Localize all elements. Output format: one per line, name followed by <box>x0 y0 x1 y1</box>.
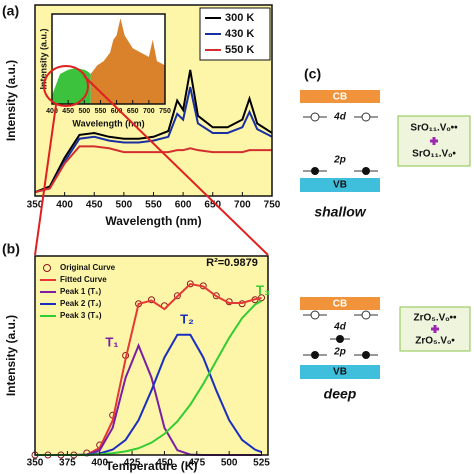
area <box>90 18 165 105</box>
line <box>34 145 272 194</box>
x-tick-label: 475 <box>188 458 205 469</box>
x-tick-label: 700 <box>234 200 251 211</box>
orbital-label: 2p <box>333 347 346 358</box>
orbital-label: 4d <box>333 112 347 123</box>
defect-label: ZrO₅.Vₒ•• <box>414 313 457 324</box>
chart: 350 375 400 425 450 475 500 525 Temperature (K) I… <box>2 241 270 473</box>
x-tick-label: 525 <box>253 458 270 469</box>
zoom-line <box>34 104 57 256</box>
vb-band <box>300 178 380 192</box>
legend-label: Fitted Curve <box>60 275 107 284</box>
y-axis-label: Intensity (a.u.) <box>38 28 48 89</box>
x-tick-label: 500 <box>116 200 133 211</box>
x-axis-label: Wavelength (nm) <box>72 118 144 128</box>
electron <box>336 335 344 343</box>
x-tick-label: 600 <box>175 200 192 211</box>
x-tick-label: 400 <box>46 108 58 115</box>
electron <box>362 167 370 175</box>
orbital-label: 4d <box>333 322 347 333</box>
x-tick-label: 550 <box>145 200 162 211</box>
hole <box>361 112 371 122</box>
plot-frame <box>51 13 166 105</box>
legend-label: Original Curve <box>60 263 116 272</box>
data-point <box>212 292 220 300</box>
chart: 400 450 500 550 600 650 700 750 Wavelength (nm) I… <box>38 13 171 128</box>
depth-label: shallow <box>314 204 366 220</box>
cb-band <box>300 90 380 103</box>
legend-label: Peak 3 (T₃) <box>60 311 102 320</box>
electron <box>311 351 319 359</box>
x-tick-label: 425 <box>124 458 141 469</box>
depth-label: deep <box>324 386 357 402</box>
defect-label: SrO₁₁.Vₒ•• <box>410 123 458 134</box>
x-tick-label: 400 <box>91 458 108 469</box>
hole <box>361 310 371 320</box>
zoom-marker <box>34 65 269 256</box>
cb-band <box>300 297 380 310</box>
vb-band <box>300 365 380 379</box>
panel-label: (b) <box>2 241 20 257</box>
charts: 350 400 450 500 550 600 650 700 750 Wavelength (n… <box>2 3 281 473</box>
plot-frame <box>34 255 269 456</box>
legend-label: 550 K <box>225 44 254 56</box>
y-axis-label: Intensity (a.u.) <box>4 60 18 141</box>
x-tick-label: 500 <box>221 458 238 469</box>
x-tick-label: 500 <box>78 108 90 115</box>
x-tick-label: 350 <box>27 458 44 469</box>
x-axis-label: Temperature (K) <box>106 459 198 473</box>
band-diagram: (c) CB 4d 2p VB shallow SrO₁₁.Vₒ•• SrO₁₁… <box>300 66 471 402</box>
line <box>34 86 273 194</box>
x-tick-label: 450 <box>62 108 74 115</box>
legend-label: 300 K <box>225 12 254 24</box>
x-tick-label: 650 <box>127 108 139 115</box>
hole <box>310 310 320 320</box>
cb-label: CB <box>333 299 347 310</box>
legend-label: 430 K <box>225 28 254 40</box>
vb-label: VB <box>333 367 347 378</box>
plus-icon <box>431 325 439 333</box>
zoom-circle <box>43 65 89 107</box>
x-tick-label: 650 <box>204 200 221 211</box>
plus-icon <box>430 137 438 145</box>
defect-label: ZrO₅.Vₒ• <box>415 336 455 347</box>
x-tick-label: 450 <box>86 200 103 211</box>
x-axis-label: Wavelength (nm) <box>105 214 201 228</box>
x-tick-label: 600 <box>111 108 123 115</box>
orbital-label: 2p <box>333 155 346 166</box>
legend-swatch <box>43 264 51 272</box>
x-tick-label: 400 <box>56 200 73 211</box>
area <box>52 68 91 104</box>
electron <box>362 351 370 359</box>
x-tick-label: 375 <box>59 458 76 469</box>
legend-label: Peak 1 (T₁) <box>60 287 101 296</box>
panel-label: (a) <box>2 3 19 19</box>
annotation: T₁ <box>105 334 118 349</box>
x-tick-label: 700 <box>143 108 155 115</box>
vb-label: VB <box>333 180 347 191</box>
hole <box>310 112 320 122</box>
x-tick-label: 550 <box>95 108 107 115</box>
electron <box>311 167 319 175</box>
data-point <box>173 292 181 300</box>
x-tick-label: 750 <box>264 200 281 211</box>
annotation: R²=0.9879 <box>206 257 258 269</box>
annotation: T₂ <box>180 311 194 326</box>
data-point <box>148 296 155 304</box>
legend-label: Peak 2 (T₂) <box>60 299 102 308</box>
cb-label: CB <box>333 92 347 103</box>
zoom-line <box>83 75 269 256</box>
x-tick-label: 750 <box>159 108 171 115</box>
line <box>34 69 273 194</box>
x-tick-label: 450 <box>156 458 173 469</box>
x-tick-label: 350 <box>27 200 44 211</box>
annotation: T₃ <box>256 282 270 297</box>
y-axis-label: Intensity (a.u.) <box>4 315 18 396</box>
defect-label: SrO₁₁.Vₒ• <box>412 149 456 160</box>
panel-label: (c) <box>304 66 321 82</box>
